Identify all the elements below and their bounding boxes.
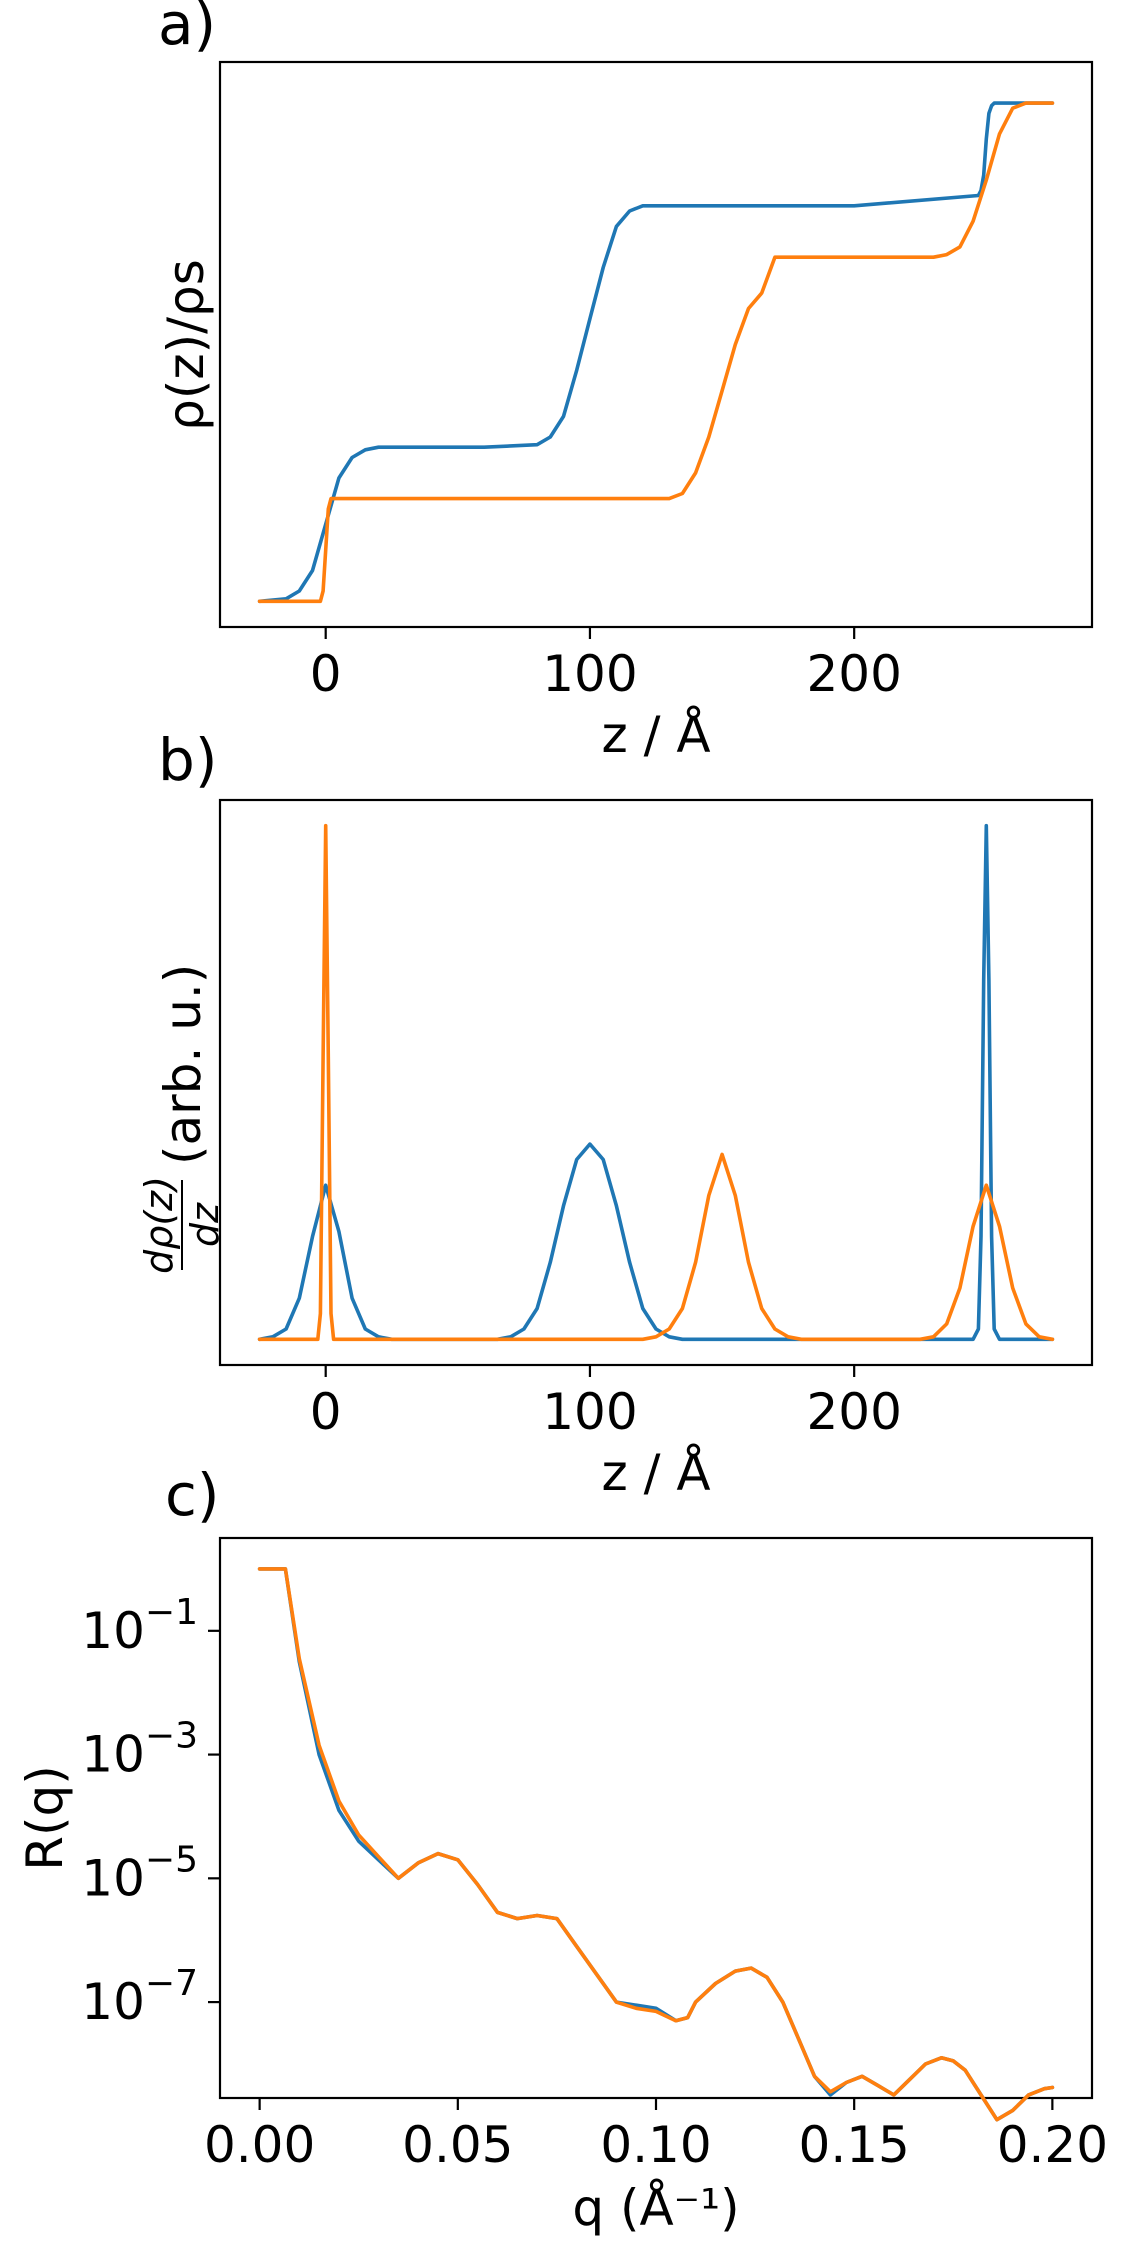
panel-a-y-axis-label: ρ(z)/ρs [157, 259, 215, 431]
x-tick-label: 0.20 [997, 2116, 1108, 2174]
panel-b-y-label-numerator: dρ(z) [137, 1176, 181, 1274]
series-line-2 [257, 101, 1055, 604]
panel-b-x-axis-label: z / Å [601, 1444, 710, 1502]
panel-b-y-label-suffix: (arb. u.) [154, 964, 212, 1165]
x-tick-label: 0.00 [204, 2116, 315, 2174]
y-tick-label: 10−5 [81, 1839, 198, 1907]
x-tick-label: 0.15 [799, 2116, 910, 2174]
panel-b-y-label-denominator: dz [183, 1202, 227, 1247]
panel-c-x-axis-label: q (Å⁻¹) [572, 2179, 739, 2237]
x-tick-label: 200 [806, 1383, 901, 1441]
panel-b-plot-area [257, 823, 1055, 1342]
x-tick-label: 0 [310, 645, 342, 703]
series-line-1 [257, 101, 1055, 604]
x-tick-label: 100 [542, 1383, 637, 1441]
series-line-2 [257, 1567, 1055, 2122]
series-line-2 [257, 823, 1055, 1342]
panel-c-y-ticks: 10−1 10−3 10−5 10−7 [81, 1592, 220, 2031]
panel-c-y-axis-label: R(q) [16, 1765, 74, 1871]
panel-a: a) 0 100 200 z / Å ρ(z)/ρs [157, 0, 1094, 764]
y-tick-label: 10−1 [81, 1592, 198, 1660]
x-tick-label: 0.10 [600, 2116, 711, 2174]
panel-a-x-ticks: 0 100 200 [310, 627, 902, 703]
panel-c-label: c) [165, 1461, 220, 1529]
series-line-1 [257, 1567, 1055, 2122]
panel-b-label: b) [158, 726, 217, 794]
x-tick-label: 100 [542, 645, 637, 703]
panel-b-frame [218, 798, 1094, 1367]
panel-c: c) 0.00 0.05 0.10 0.15 0.20 10−1 10−3 10−5 10−7… [16, 1461, 1108, 2237]
x-tick-label: 0.05 [402, 2116, 513, 2174]
panel-c-x-ticks: 0.00 0.05 0.10 0.15 0.20 [204, 2098, 1108, 2174]
panel-b-y-axis-label: dρ(z) dz (arb. u.) [137, 964, 227, 1274]
panel-c-plot-area [257, 1567, 1055, 2122]
y-tick-label: 10−3 [81, 1716, 198, 1784]
panel-a-x-axis-label: z / Å [601, 706, 710, 764]
panel-b-x-ticks: 0 100 200 [310, 1365, 902, 1441]
panel-a-frame [218, 60, 1094, 629]
y-tick-label: 10−7 [81, 1963, 198, 2031]
series-line-1 [257, 823, 1055, 1342]
x-tick-label: 0 [310, 1383, 342, 1441]
panel-a-label: a) [158, 0, 216, 58]
x-tick-label: 200 [806, 645, 901, 703]
panel-b: b) 0 100 200 z / Å dρ(z) dz (arb. u.) [137, 726, 1094, 1502]
panel-a-plot-area [257, 101, 1055, 604]
